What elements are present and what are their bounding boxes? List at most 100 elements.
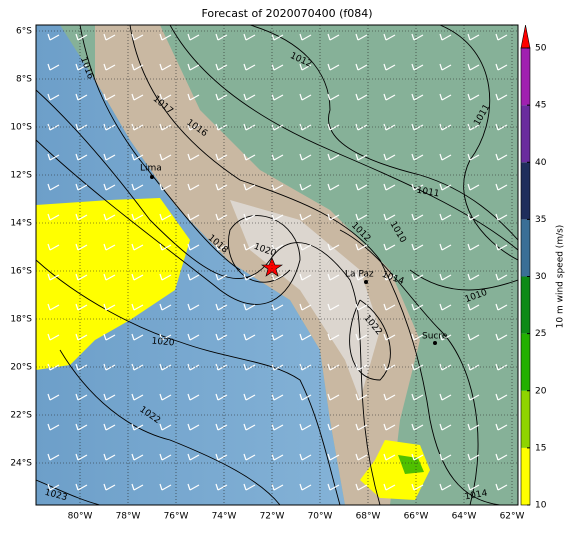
- wind-barb: [159, 483, 172, 491]
- wind-barb: [299, 423, 312, 431]
- wind-barb: [327, 153, 340, 161]
- wind-barb: [495, 93, 508, 101]
- wind-barb: [271, 483, 284, 491]
- colorbar-tick-label: 10: [535, 501, 547, 511]
- wind-barb: [495, 213, 508, 221]
- wind-barb: [103, 453, 116, 461]
- colorbar-segment: [521, 447, 530, 505]
- wind-barb: [159, 153, 172, 161]
- wind-barb: [47, 243, 60, 251]
- wind-barb: [467, 63, 480, 71]
- city-label: Sucre: [422, 332, 448, 342]
- wind-barb: [327, 363, 340, 371]
- wind-barb: [411, 183, 424, 191]
- wind-barb: [327, 453, 340, 461]
- wind-barb: [47, 183, 60, 191]
- wind-barb: [243, 153, 256, 161]
- wind-barb: [243, 453, 256, 461]
- wind-barb: [159, 393, 172, 401]
- wind-barb: [495, 273, 508, 281]
- colorbar-tick-label: 40: [535, 158, 547, 168]
- wind-barb: [187, 93, 200, 101]
- wind-barb: [47, 333, 60, 341]
- wind-barb: [299, 393, 312, 401]
- wind-barb: [271, 33, 284, 41]
- wind-barb: [411, 33, 424, 41]
- lon-label: 62°W: [500, 512, 525, 522]
- wind-barb: [467, 483, 480, 491]
- wind-barb: [243, 33, 256, 41]
- wind-barb: [467, 213, 480, 221]
- graticule: [36, 25, 518, 505]
- wind-barb: [271, 63, 284, 71]
- colorbar-segment: [521, 105, 530, 163]
- wind-barb: [243, 63, 256, 71]
- wind-barb: [47, 153, 60, 161]
- wind-barb: [187, 423, 200, 431]
- wind-barbs: [47, 33, 508, 491]
- wind-barb: [467, 183, 480, 191]
- wind-barb: [131, 213, 144, 221]
- wind-barb: [439, 153, 452, 161]
- wind-barb: [243, 243, 256, 251]
- wind-barb: [131, 483, 144, 491]
- wind-barb: [243, 273, 256, 281]
- colorbar-segment: [521, 219, 530, 277]
- wind-barb: [355, 333, 368, 341]
- wind-barb: [355, 453, 368, 461]
- wind-barb: [383, 393, 396, 401]
- map: 1016101710161012101110111010101810201022…: [36, 25, 518, 505]
- wind-barb: [411, 123, 424, 131]
- wind-barb: [495, 123, 508, 131]
- wind-barb: [467, 333, 480, 341]
- wind-barb: [439, 333, 452, 341]
- wind-barb: [215, 243, 228, 251]
- wind-barb: [271, 183, 284, 191]
- wind-barb: [187, 333, 200, 341]
- wind-barb: [299, 333, 312, 341]
- wind-barb: [131, 93, 144, 101]
- wind-barb: [131, 63, 144, 71]
- wind-barb: [299, 183, 312, 191]
- lon-label: 64°W: [452, 512, 477, 522]
- wind-barb: [187, 33, 200, 41]
- wind-barb: [75, 453, 88, 461]
- wind-barb: [439, 273, 452, 281]
- lon-label: 76°W: [164, 512, 189, 522]
- wind-barb: [243, 423, 256, 431]
- wind-barb: [383, 33, 396, 41]
- wind-barb: [355, 153, 368, 161]
- wind-barb: [383, 423, 396, 431]
- wind-barb: [495, 363, 508, 371]
- wind-barb: [187, 453, 200, 461]
- wind-barb: [75, 303, 88, 311]
- wind-barb: [299, 93, 312, 101]
- wind-barb: [103, 393, 116, 401]
- wind-barb: [411, 423, 424, 431]
- colorbar: 10 15 20 25 30 35 40 45 50 10 m wind speed (m/s): [520, 24, 566, 511]
- wind-barb: [103, 153, 116, 161]
- lat-label: 24°S: [10, 459, 32, 469]
- wind-barb: [439, 213, 452, 221]
- wind-barb: [411, 333, 424, 341]
- colorbar-tick-label: 20: [535, 386, 547, 396]
- axes: 80°W 78°W 76°W 74°W 72°W 70°W 68°W 66°W 64°W 62°W…: [10, 27, 524, 522]
- wind-barb: [439, 453, 452, 461]
- wind-barb: [47, 213, 60, 221]
- wind-barb: [131, 33, 144, 41]
- wind-barb: [131, 273, 144, 281]
- wind-barb: [47, 93, 60, 101]
- wind-barb: [355, 243, 368, 251]
- wind-barb: [411, 153, 424, 161]
- wind-barb: [187, 183, 200, 191]
- wind-barb: [383, 273, 396, 281]
- wind-barb: [383, 453, 396, 461]
- wind-barb: [299, 213, 312, 221]
- wind-barb: [215, 483, 228, 491]
- wind-barb: [187, 273, 200, 281]
- wind-barb: [103, 63, 116, 71]
- wind-barb: [47, 303, 60, 311]
- wind-barb: [159, 273, 172, 281]
- wind-barb: [327, 93, 340, 101]
- wind-barb: [467, 303, 480, 311]
